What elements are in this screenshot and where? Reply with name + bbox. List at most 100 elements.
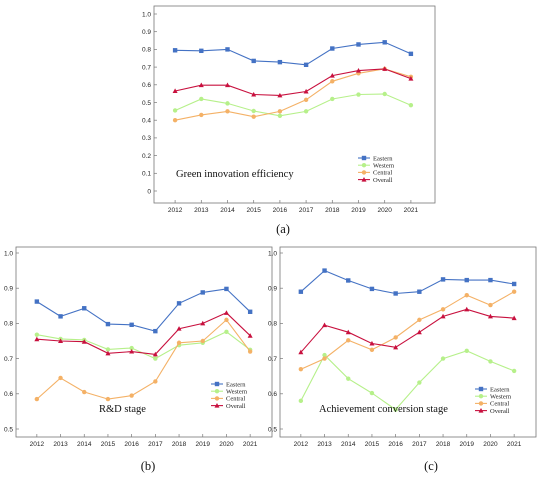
- panel-a-series-line-eastern: [175, 41, 412, 66]
- panel-b-point-western: [224, 329, 229, 335]
- panel-c-point-central: [346, 338, 351, 343]
- panel-b-point-central: [34, 396, 40, 402]
- panel-c-xtick-label: 2013: [317, 441, 332, 448]
- panel-c-point-eastern: [298, 289, 304, 294]
- panel-c-point-western: [511, 368, 517, 374]
- panel-c-point-eastern: [369, 286, 375, 292]
- panel-b-series-line-eastern: [36, 288, 251, 332]
- panel-c-point-overall: [369, 340, 375, 346]
- panel-c-point-central: [488, 302, 493, 308]
- panel-b-ytick-label: 1.0: [4, 250, 13, 257]
- panel-b-point-central: [105, 396, 111, 402]
- panel-a-legend-label-central: Central: [373, 170, 392, 177]
- panel-c-point-overall: [440, 313, 446, 319]
- panel-a-caption: (a): [276, 222, 290, 236]
- panel-c-caption: (c): [424, 459, 438, 473]
- panel-c-point-overall: [487, 313, 493, 319]
- panel-c-legend-marker-eastern: [478, 386, 484, 392]
- panel-c-point-overall: [416, 329, 422, 335]
- panel-a-point-central: [199, 112, 204, 118]
- panel-c-xtick-label: 2019: [460, 441, 475, 448]
- panel-b-caption: (b): [141, 459, 156, 473]
- panel-c-xtick-label: 2014: [341, 441, 356, 448]
- panel-b-annotation: R&D stage: [99, 404, 146, 415]
- panel-a-xtick-label: 2014: [220, 207, 235, 214]
- panel-c-point-western: [417, 380, 422, 385]
- panel-b-legend-marker-western: [214, 389, 220, 394]
- panel-c-series-line-western: [300, 350, 515, 411]
- panel-c-point-western: [440, 356, 446, 361]
- panel-c-point-central: [511, 289, 517, 294]
- panel-a-point-overall: [172, 88, 178, 93]
- panel-a-point-overall: [356, 68, 361, 73]
- panel-c-xtick-label: 2012: [294, 441, 309, 448]
- panel-a-point-eastern: [199, 48, 204, 54]
- panel-a-legend-marker-eastern: [361, 155, 367, 161]
- panel-b-xtick-label: 2021: [243, 441, 258, 448]
- panel-c-xtick-label: 2016: [388, 441, 403, 448]
- panel-c-point-eastern: [322, 268, 327, 273]
- panel-c-xtick-label: 2015: [365, 441, 380, 448]
- panel-b-xtick-label: 2017: [148, 441, 163, 448]
- panel-c-point-eastern: [440, 277, 446, 282]
- panel-c-point-eastern: [346, 278, 351, 283]
- panel-a-point-eastern: [172, 48, 178, 53]
- panel-c-point-central: [393, 335, 398, 340]
- panel-b-legend-marker-eastern: [214, 381, 220, 387]
- panel-b-point-eastern: [153, 328, 158, 334]
- panel-b-point-overall: [152, 351, 158, 357]
- panel-b-point-overall: [223, 310, 229, 315]
- panel-a-point-western: [356, 92, 361, 97]
- panel-c-legend-label-western: Western: [490, 394, 512, 401]
- panel-c-point-eastern: [511, 281, 517, 287]
- panel-c-xtick-label: 2020: [483, 441, 498, 448]
- panel-c-point-eastern: [417, 289, 422, 294]
- panel-b-series-line-overall: [36, 312, 251, 355]
- panel-b-point-overall: [200, 320, 206, 326]
- panel-c-point-central: [298, 366, 304, 372]
- panel-b-point-eastern: [200, 290, 205, 295]
- panel-a-ytick-label: 0.7: [142, 64, 151, 71]
- panel-a-legend-label-overall: Overall: [373, 177, 393, 184]
- panel-b-point-central: [200, 338, 205, 344]
- panel-c-point-western: [393, 407, 398, 412]
- panel-c-point-central: [440, 307, 446, 312]
- panel-a-xtick-label: 2021: [404, 207, 419, 214]
- panel-a-point-eastern: [251, 58, 256, 64]
- panel-c-ytick-label: 1.0: [268, 250, 277, 257]
- panel-c-ytick-label: 0.9: [268, 286, 277, 293]
- panel-c-point-western: [464, 348, 469, 354]
- panel-c-ytick-label: 0.8: [268, 321, 277, 328]
- panel-b-ytick-label: 0.8: [4, 321, 13, 328]
- panel-c-ytick-label: 0.7: [268, 356, 277, 363]
- panel-c-point-overall: [345, 329, 351, 335]
- panel-b-legend-label-western: Western: [226, 389, 248, 396]
- panel-a-xtick-label: 2015: [246, 207, 261, 214]
- panel-c-point-eastern: [464, 277, 469, 283]
- panel-a-legend-label-eastern: Eastern: [373, 155, 393, 162]
- panel-b-xtick-label: 2016: [124, 441, 139, 448]
- panel-a-xtick-label: 2017: [299, 207, 314, 214]
- panel-a-series-line-overall: [174, 68, 412, 96]
- panel-a-point-overall: [329, 72, 335, 78]
- panel-c-point-western: [298, 398, 304, 404]
- panel-c-point-central: [417, 317, 422, 323]
- panel-c-legend-label-central: Central: [490, 401, 509, 408]
- panel-c-legend-label-eastern: Eastern: [490, 386, 510, 393]
- panel-a-point-western: [303, 109, 309, 114]
- panel-b-point-overall: [129, 348, 135, 354]
- panel-a-point-western: [251, 108, 256, 114]
- panel-a-point-central: [251, 114, 256, 119]
- panel-c-point-overall: [464, 306, 470, 312]
- panel-a-point-eastern: [277, 59, 283, 65]
- panel-a-legend-marker-central: [361, 170, 367, 175]
- panel-a-point-eastern: [356, 42, 361, 47]
- panel-a-point-overall: [225, 82, 230, 88]
- panel-a-xtick-label: 2020: [377, 207, 392, 214]
- panel-c-point-overall: [511, 315, 517, 321]
- panel-b-point-overall: [34, 336, 40, 342]
- panel-b-xtick-label: 2014: [77, 441, 92, 448]
- panel-a-ytick-label: 0.6: [142, 82, 151, 89]
- panel-c-point-western: [488, 359, 493, 364]
- panel-a-point-overall: [251, 91, 257, 97]
